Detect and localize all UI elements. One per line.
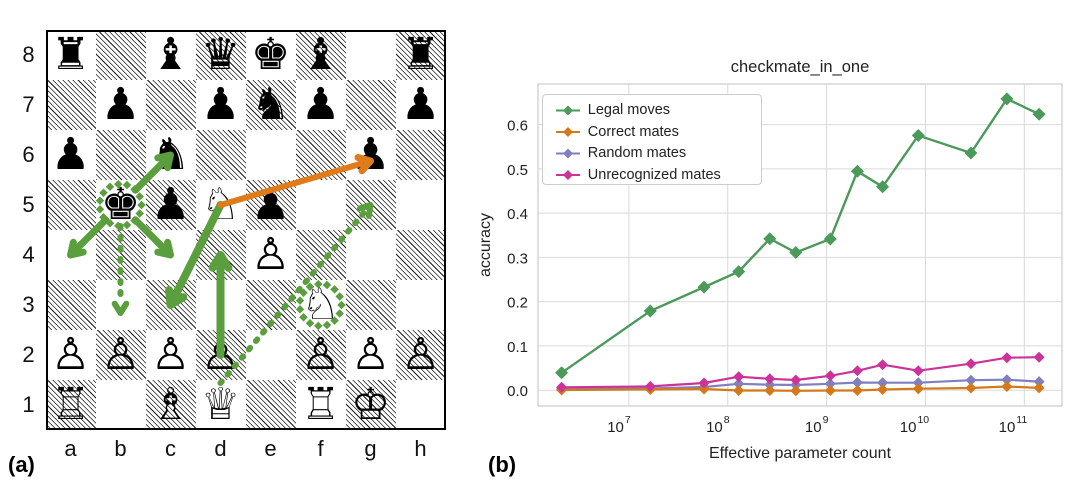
svg-text:9: 9 — [823, 414, 829, 426]
svg-text:accuracy: accuracy — [480, 213, 494, 277]
svg-text:0.2: 0.2 — [507, 295, 528, 312]
svg-text:0.4: 0.4 — [507, 206, 528, 223]
svg-text:10: 10 — [999, 419, 1016, 436]
svg-text:10: 10 — [607, 419, 624, 436]
svg-text:10: 10 — [706, 419, 723, 436]
svg-text:8: 8 — [724, 414, 730, 426]
svg-text:7: 7 — [625, 414, 631, 426]
svg-text:checkmate_in_one: checkmate_in_one — [731, 58, 870, 76]
svg-text:0.1: 0.1 — [507, 339, 528, 356]
svg-text:10: 10 — [900, 419, 917, 436]
svg-text:10: 10 — [917, 414, 929, 426]
svg-text:Effective parameter count: Effective parameter count — [709, 445, 892, 462]
svg-text:10: 10 — [805, 419, 822, 436]
svg-text:11: 11 — [1016, 414, 1027, 426]
svg-text:0.6: 0.6 — [507, 118, 528, 135]
svg-text:0.3: 0.3 — [507, 250, 528, 267]
svg-text:0.0: 0.0 — [507, 383, 528, 400]
svg-text:0.5: 0.5 — [507, 162, 528, 179]
